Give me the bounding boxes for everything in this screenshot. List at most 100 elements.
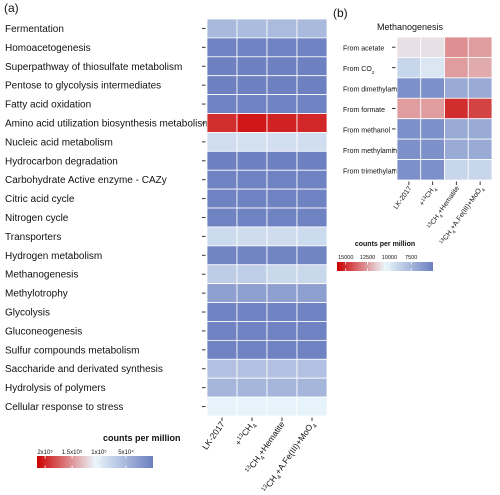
panel-a-cell: [296, 245, 328, 266]
panel-a-cell: [236, 377, 268, 398]
panel-a-cell: [206, 132, 238, 152]
panel-a-cell: [206, 169, 238, 190]
panel-b-cell: [444, 77, 469, 99]
panel-a-cell: [206, 150, 238, 171]
panel-a-cell: [236, 169, 268, 190]
panel-b-cell: [396, 138, 422, 160]
panel-a-cell: [266, 358, 298, 379]
panel-b-cell: [396, 57, 422, 79]
panel-a-cell: [206, 321, 238, 341]
panel-a-cell: [206, 75, 238, 96]
panel-a-row-label: Cellular response to stress: [5, 402, 123, 413]
panel-a-cell: [296, 169, 328, 190]
panel-a-cell: [266, 264, 298, 285]
panel-a-cell: [296, 37, 328, 58]
panel-a-cell: [266, 302, 298, 322]
panel-a-cell: [236, 188, 268, 209]
panel-b-cell: [420, 138, 445, 160]
panel-a-cell: [266, 321, 298, 341]
panel-a-cell: [296, 226, 328, 247]
panel-a-row-label: Fermentation: [5, 24, 64, 35]
panel-a-legend-tick-label: 1x10⁵: [91, 449, 107, 456]
panel-a-cell: [296, 94, 328, 114]
panel-a-cells: [206, 18, 328, 417]
panel-a-cell: [296, 56, 328, 77]
panel-b-cell: [444, 138, 469, 160]
panel-a-cell: [296, 377, 328, 398]
panel-a-column-labels: LK-2017 +13CH413CH4+Hematite13CH4+A.Fe(II…: [200, 417, 319, 493]
panel-b-row-label: From formate: [343, 107, 385, 114]
panel-b-legend-tick-label: 7500: [405, 255, 417, 261]
panel-b-cell: [467, 159, 493, 181]
panel-a-cell: [206, 94, 238, 114]
panel-a-legend-tick-label: 2x10⁵: [37, 449, 53, 456]
panel-a-column-label: LK-2017: [200, 419, 227, 451]
panel-a-row-label: Homoacetogenesis: [5, 43, 91, 54]
panel-a-cell: [206, 188, 238, 209]
panel-b-column-label: +13CH4: [417, 184, 439, 209]
panel-a-cell: [206, 396, 238, 417]
panel-b-cell: [396, 159, 422, 181]
panel-a-cell: [206, 18, 238, 39]
panel-a-cell: [296, 264, 328, 285]
panel-a-cell: [236, 226, 268, 247]
panel-a-cell: [236, 245, 268, 266]
panel-a-cell: [296, 75, 328, 96]
panel-a-cell: [206, 283, 238, 303]
panel-b-cell: [444, 57, 469, 79]
panel-a-cell: [296, 396, 328, 417]
panel-a-cell: [236, 18, 268, 39]
panel-b-row-label: From dimethylamine: [343, 87, 407, 94]
panel-a-cell: [206, 37, 238, 58]
panel-a-row-label: Gluconeogenesis: [5, 326, 82, 337]
panel-a-cell: [266, 339, 298, 360]
panel-b-cell: [420, 118, 445, 140]
panel-b-cell: [420, 36, 445, 58]
panel-a-cell: [236, 358, 268, 379]
panel-a-cell: [296, 321, 328, 341]
panel-a-cell: [236, 283, 268, 303]
panel-b-cell: [467, 118, 493, 140]
panel-b-legend: counts per million 15000 12500 10000 7500: [337, 241, 433, 271]
panel-b-row-label: From methanol: [343, 127, 391, 134]
panel-a-row-label: Glycolysis: [5, 308, 50, 319]
panel-a-cell: [296, 18, 328, 39]
panel-a-label: (a): [4, 1, 19, 15]
panel-a-legend-tick-label: 5x10⁴: [118, 449, 134, 456]
panel-a-cell: [266, 56, 298, 77]
panel-a-row-label: Carbohydrate Active enzyme - CAZy: [5, 175, 167, 186]
panel-a-cell: [236, 150, 268, 171]
panel-a-cell: [266, 132, 298, 152]
panel-a-cell: [236, 396, 268, 417]
panel-b-legend-tick-label: 15000: [338, 255, 353, 261]
panel-b-legend-tick-label: 10000: [382, 255, 397, 261]
panel-a-cell: [296, 339, 328, 360]
panel-b-column-label: LK-2017: [393, 185, 414, 211]
panel-b-label: (b): [333, 6, 348, 20]
panel-a-cell: [236, 94, 268, 114]
panel-b-cell: [420, 159, 445, 181]
panel-a-column-label: +13CH4: [233, 419, 260, 449]
panel-a-cell: [236, 207, 268, 228]
panel-a-row-label: Methylotrophy: [5, 289, 68, 300]
panel-a-cell: [206, 56, 238, 77]
panel-a-cell: [236, 113, 268, 133]
panel-b-cell: [420, 77, 445, 99]
panel-a-cell: [236, 321, 268, 341]
panel-a-cell: [266, 226, 298, 247]
panel-b-legend-ticks: 15000 12500 10000 7500: [338, 255, 417, 271]
panel-a-row-label: Hydrocarbon degradation: [5, 156, 118, 167]
panel-a-legend-ticks: 2x10⁵ 1.5x10⁵ 1x10⁵ 5x10⁴: [37, 449, 134, 468]
panel-a-cell: [206, 339, 238, 360]
panel-a-cell: [296, 302, 328, 322]
panel-a-row-label: Fatty acid oxidation: [5, 100, 91, 111]
panel-a-row-label: Saccharide and derivated synthesis: [5, 364, 163, 375]
panel-b-cell: [444, 97, 469, 120]
panel-b-row-labels: From acetate From CO2 From dimethylamine Fr…: [343, 46, 407, 176]
panel-b-cells: [396, 36, 493, 181]
panel-a-cell: [266, 396, 298, 417]
panel-a-cell: [296, 132, 328, 152]
panel-b-cell: [396, 97, 422, 120]
panel-a-cell: [206, 226, 238, 247]
